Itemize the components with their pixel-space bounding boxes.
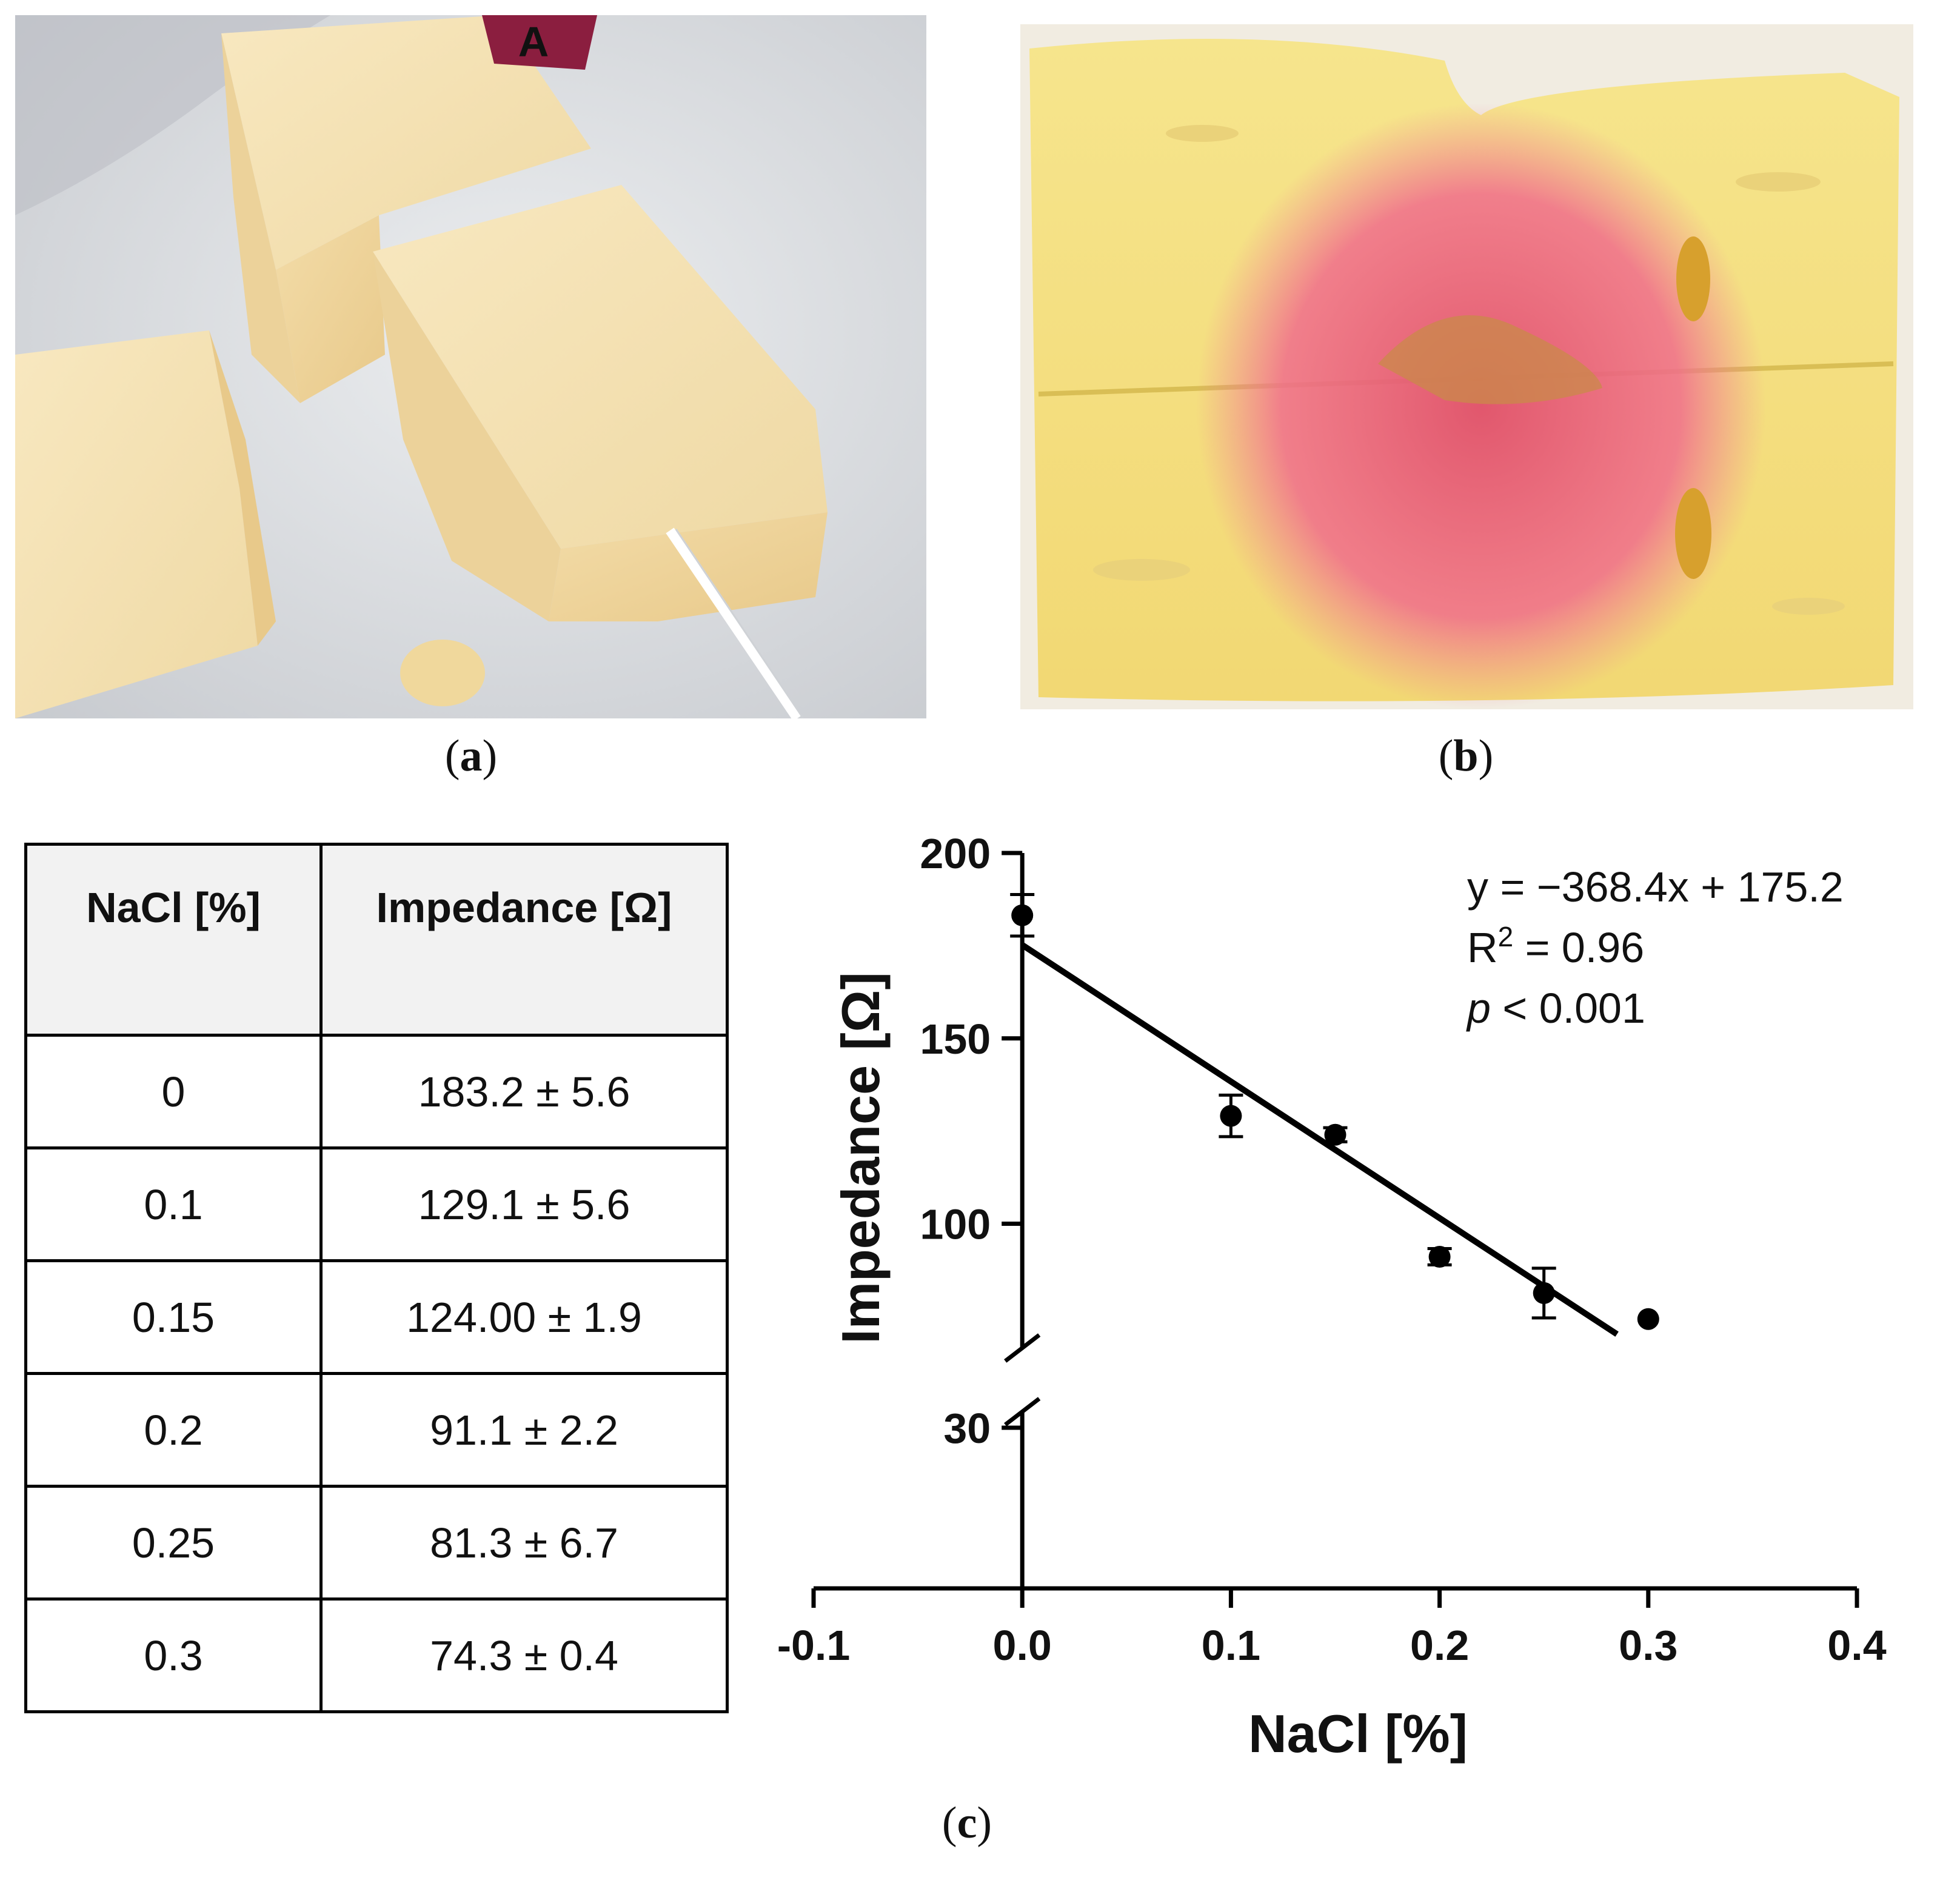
photo-b-illustration (1020, 24, 1913, 709)
regression-line (1020, 942, 1619, 1337)
cell-impedance: 183.2 ± 5.6 (319, 1034, 729, 1149)
x-tick-label: 0.1 (1202, 1622, 1260, 1669)
header-nacl: NaCl [%] (24, 843, 323, 1037)
cell-nacl: 0.15 (24, 1259, 323, 1375)
table-row: 0.2 91.1 ± 2.2 (24, 1372, 729, 1488)
x-tick-label: 0.2 (1410, 1622, 1469, 1669)
table-row: 0.15 124.00 ± 1.9 (24, 1259, 729, 1375)
panel-label-a: (a) (444, 731, 498, 781)
cell-nacl: 0 (24, 1034, 323, 1149)
photo-cheese-blocks: A (15, 15, 926, 718)
x-tick-label: 0.3 (1619, 1622, 1677, 1669)
table-row: 0.3 74.3 ± 0.4 (24, 1597, 729, 1713)
data-point (1428, 1245, 1451, 1268)
y-axis-break-mark (1004, 1333, 1041, 1363)
y-tick-label: 150 (920, 1015, 991, 1063)
cell-nacl: 0.1 (24, 1146, 323, 1262)
p-value: p < 0.001 (1466, 985, 1645, 1032)
r-squared: R2 = 0.96 (1467, 921, 1644, 971)
cell-impedance: 124.00 ± 1.9 (319, 1259, 729, 1375)
data-point (1324, 1123, 1346, 1146)
cell-nacl: 0.25 (24, 1485, 323, 1601)
fit-equation: y = −368.4x + 175.2 (1467, 863, 1844, 911)
y-tick-label: 200 (920, 830, 991, 877)
chart-axes (811, 851, 1859, 1608)
tick-labels-layer: -0.1 0.0 0.1 0.2 0.3 0.4 30 100 150 200 (777, 830, 1887, 1669)
cell-impedance: 74.3 ± 0.4 (319, 1597, 729, 1713)
x-tick-label: 0.0 (993, 1622, 1052, 1669)
cell-nacl: 0.2 (24, 1372, 323, 1488)
data-point (1637, 1308, 1659, 1330)
cell-nacl: 0.3 (24, 1597, 323, 1713)
panel-label-c: (c) (942, 1798, 992, 1848)
y-axis-break-mark (1004, 1397, 1041, 1427)
data-point (1011, 904, 1034, 926)
fit-line-layer (1020, 942, 1619, 1337)
header-impedance: Impedance [Ω] (319, 843, 729, 1037)
data-point (1220, 1105, 1242, 1127)
y-tick-label: 30 (943, 1405, 991, 1452)
data-point (1533, 1282, 1555, 1304)
table-row: 0.25 81.3 ± 6.7 (24, 1485, 729, 1601)
impedance-scatter-chart: -0.1 0.0 0.1 0.2 0.3 0.4 30 100 150 200 NaCl [%] … (752, 806, 1960, 1788)
cell-impedance: 81.3 ± 6.7 (319, 1485, 729, 1601)
photo-cheese-cross-section (1020, 24, 1913, 709)
cell-impedance: 91.1 ± 2.2 (319, 1372, 729, 1488)
sample-tag-text: A (518, 18, 549, 65)
table-header-row: NaCl [%] Impedance [Ω] (24, 843, 729, 1037)
table-row: 0 183.2 ± 5.6 (24, 1034, 729, 1149)
cell-impedance: 129.1 ± 5.6 (319, 1146, 729, 1262)
x-axis-title: NaCl [%] (1248, 1704, 1468, 1764)
x-tick-label: 0.4 (1827, 1622, 1886, 1669)
x-tick-label: -0.1 (777, 1622, 851, 1669)
panel-label-b: (b) (1438, 731, 1494, 781)
data-points-layer (1010, 892, 1659, 1330)
impedance-table: NaCl [%] Impedance [Ω] 0 183.2 ± 5.6 0.1… (24, 843, 729, 1713)
table-row: 0.1 129.1 ± 5.6 (24, 1146, 729, 1262)
y-tick-label: 100 (920, 1201, 991, 1248)
y-axis-title: Impedance [Ω] (831, 972, 891, 1343)
photo-a-illustration: A (15, 15, 926, 718)
